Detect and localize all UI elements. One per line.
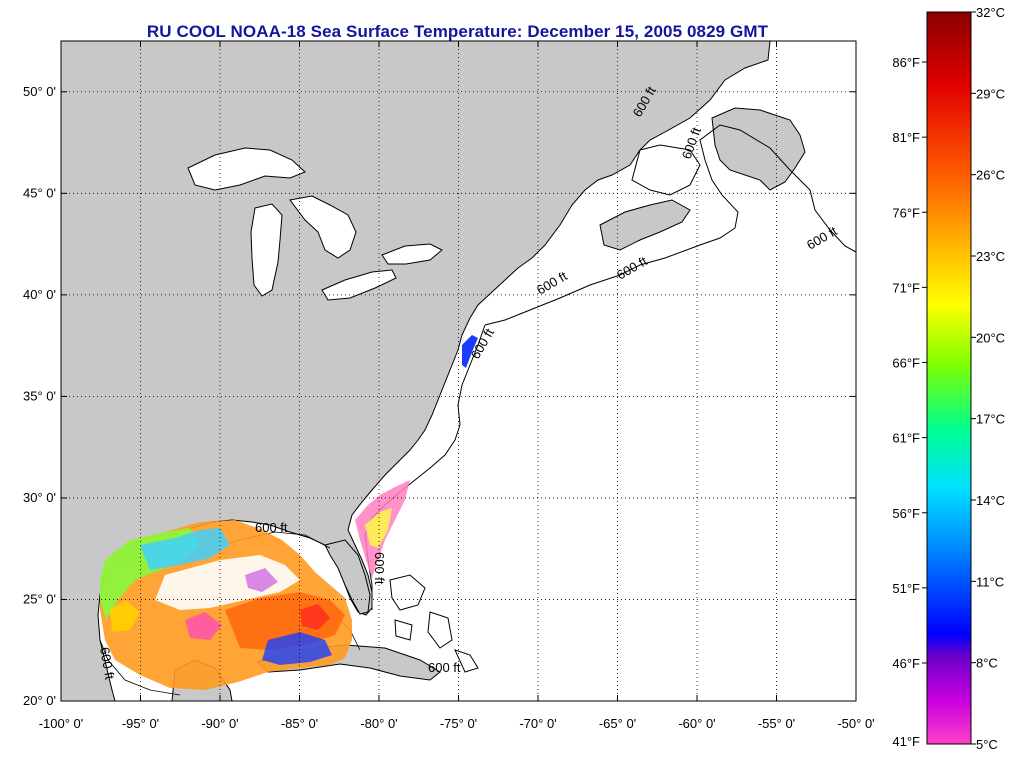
- lon-tick-label: -100° 0': [39, 716, 84, 731]
- land-florida: [324, 539, 371, 615]
- fahrenheit-label: 86°F: [892, 55, 920, 70]
- isobath-label: 600 ft: [97, 646, 117, 681]
- lake-michigan: [250, 203, 283, 297]
- fahrenheit-label: 56°F: [892, 506, 920, 521]
- lat-tick-label: 20° 0': [23, 693, 56, 708]
- lat-tick-label: 50° 0': [23, 84, 56, 99]
- lat-tick-label: 35° 0': [23, 388, 56, 403]
- land-nf-water: [631, 144, 701, 196]
- lat-tick-label: 30° 0': [23, 490, 56, 505]
- celsius-label: 14°C: [976, 493, 1005, 508]
- lon-tick-label: -75° 0': [440, 716, 477, 731]
- fahrenheit-label: 66°F: [892, 356, 920, 371]
- longitude-axis: -100° 0' -95° 0' -90° 0' -85° 0' -80° 0' -75°…: [39, 41, 875, 731]
- celsius-label: 29°C: [976, 86, 1005, 101]
- colorbar: [926, 11, 972, 745]
- fahrenheit-label: 76°F: [892, 205, 920, 220]
- isobath-label: 600 ft: [372, 552, 387, 585]
- fahrenheit-label: 51°F: [892, 581, 920, 596]
- lat-tick-label: 25° 0': [23, 591, 56, 606]
- lon-tick-label: -65° 0': [599, 716, 636, 731]
- lon-tick-label: -60° 0': [678, 716, 715, 731]
- lon-tick-label: -80° 0': [360, 716, 397, 731]
- lake-erie: [321, 269, 397, 301]
- fahrenheit-label: 81°F: [892, 130, 920, 145]
- lake-huron: [289, 195, 357, 259]
- lon-tick-label: -95° 0': [122, 716, 159, 731]
- lon-tick-label: -55° 0': [758, 716, 795, 731]
- land-nova-scotia: [599, 199, 691, 251]
- sst-swath: [100, 480, 410, 690]
- celsius-label: 17°C: [976, 412, 1005, 427]
- lat-tick-label: 45° 0': [23, 185, 56, 200]
- lon-tick-label: -85° 0': [281, 716, 318, 731]
- fahrenheit-label: 46°F: [892, 656, 920, 671]
- isobath-label: 600 ft: [255, 520, 288, 535]
- lake-ontario: [381, 243, 443, 265]
- lon-tick-label: -90° 0': [201, 716, 238, 731]
- celsius-label: 11°C: [976, 574, 1004, 589]
- lon-tick-label: -50° 0': [837, 716, 874, 731]
- celsius-label: 23°C: [976, 249, 1005, 264]
- map-title: RU COOL NOAA-18 Sea Surface Temperature:…: [146, 22, 769, 41]
- celsius-label: 20°C: [976, 330, 1005, 345]
- celsius-label: 32°C: [976, 5, 1005, 20]
- fahrenheit-label: 41°F: [892, 734, 920, 749]
- celsius-label: 8°C: [976, 656, 998, 671]
- lake-superior: [187, 147, 306, 191]
- latitude-axis: 50° 0' 45° 0' 40° 0' 35° 0' 30° 0' 25° 0' 20° …: [23, 84, 856, 708]
- colorbar-labels: 32°C 29°C 26°C 23°C 20°C 17°C 14°C 11°C 8°C 5°C 86…: [892, 5, 1005, 752]
- lat-tick-label: 40° 0': [23, 287, 56, 302]
- celsius-label: 26°C: [976, 168, 1005, 183]
- sst-chesapeake: [462, 335, 478, 368]
- bahamas-banks: [389, 574, 479, 673]
- lon-tick-label: -70° 0': [519, 716, 556, 731]
- gridlines: [61, 41, 856, 701]
- fahrenheit-label: 61°F: [892, 431, 920, 446]
- isobath-label: 600 ft: [428, 660, 461, 675]
- fahrenheit-label: 71°F: [892, 280, 920, 295]
- celsius-label: 5°C: [976, 737, 998, 752]
